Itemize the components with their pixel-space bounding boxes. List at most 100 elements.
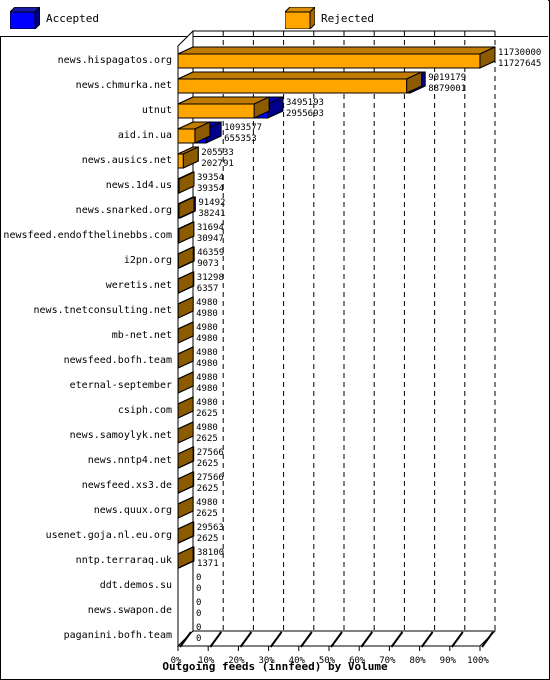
accepted-value-label: 27566 (197, 448, 224, 458)
category-label: paganini.bofh.team (64, 630, 172, 641)
x-tick-depth (450, 631, 464, 648)
x-tick-depth (330, 631, 343, 648)
rejected-value-label: 2625 (196, 434, 218, 444)
x-tick-label: 30% (258, 656, 275, 666)
rejected-value-label: 2625 (196, 509, 218, 519)
legend-label-rejected: Rejected (321, 11, 374, 25)
accepted-value-label: 4980 (196, 298, 218, 308)
rejected-bar (177, 71, 423, 94)
rejected-value-label: 0 (196, 609, 201, 619)
rejected-bar-front (177, 128, 196, 144)
category-label: news.chmurka.net (76, 80, 172, 91)
accepted-value-label: 31298 (197, 273, 224, 283)
accepted-value-label: 39354 (197, 173, 224, 183)
legend-item-accepted: Accepted (10, 7, 99, 29)
accepted-value-label: 0 (196, 598, 201, 608)
x-tick-label: 50% (319, 656, 336, 666)
accepted-value-label: 46359 (197, 248, 224, 258)
rejected-value-label: 202791 (201, 159, 234, 169)
rejected-value-label: 2625 (197, 484, 219, 494)
rejected-value-label: 9073 (197, 259, 219, 269)
category-label: news.1d4.us (106, 180, 172, 191)
x-tick-depth (390, 631, 404, 648)
accepted-value-label: 1093577 (224, 123, 262, 133)
category-label: news.quux.org (94, 505, 172, 516)
accepted-value-label: 205533 (201, 148, 234, 158)
accepted-value-label: 4980 (196, 423, 218, 433)
category-label: eternal-september (70, 380, 172, 391)
accepted-value-label: 3495193 (286, 98, 324, 108)
rejected-value-label: 655353 (224, 134, 257, 144)
rejected-bar-front (177, 153, 184, 169)
accepted-value-label: 0 (196, 623, 201, 633)
rejected-value-label: 2625 (197, 459, 219, 469)
x-tick-depth (179, 631, 192, 648)
rejected-value-label: 30947 (197, 234, 224, 244)
rejected-value-label: 1371 (197, 559, 219, 569)
accepted-value-label: 4980 (196, 373, 218, 383)
accepted-value-label: 4980 (196, 398, 218, 408)
x-tick-depth (239, 631, 253, 648)
rejected-value-label: 6357 (197, 284, 219, 294)
rejected-value-label: 4980 (196, 384, 218, 394)
rejected-bar-front (177, 78, 408, 94)
x-tick-label: 20% (228, 656, 245, 666)
legend-label-accepted: Accepted (46, 11, 99, 25)
accepted-value-label: 11730000 (498, 48, 541, 58)
rejected-bar (177, 396, 194, 419)
category-label: news.nntp4.net (88, 455, 172, 466)
category-label: nntp.terraraq.uk (76, 555, 172, 566)
rejected-bar (177, 46, 496, 69)
rejected-swatch (285, 7, 315, 29)
category-label: usenet.goja.nl.eu.org (46, 530, 172, 541)
category-label: newsfeed.endofthelinebbs.com (3, 230, 172, 241)
x-tick-depth (269, 631, 283, 648)
accepted-value-label: 4980 (196, 348, 218, 358)
x-tick-depth (299, 631, 313, 648)
category-label: weretis.net (106, 280, 172, 291)
rejected-bar-front (177, 53, 481, 69)
category-label: i2pn.org (124, 255, 172, 266)
rejected-value-label: 2625 (197, 534, 219, 544)
rejected-value-label: 39354 (197, 184, 224, 194)
x-tick-label: 40% (289, 656, 306, 666)
category-label: mb-net.net (112, 330, 172, 341)
rejected-value-label: 4980 (196, 359, 218, 369)
x-tick-label: 80% (409, 656, 426, 666)
rejected-bar (177, 146, 199, 169)
accepted-value-label: 31694 (197, 223, 224, 233)
x-axis-title: Outgoing feeds (innfeed) by Volume (162, 660, 388, 673)
rejected-bar-top (177, 71, 422, 80)
rejected-bar (177, 221, 195, 244)
rejected-value-label: 38241 (198, 209, 225, 219)
x-tick-label: 100% (467, 656, 489, 666)
accepted-value-label: 38100 (197, 548, 224, 558)
rejected-bar-top (177, 46, 496, 55)
category-label: news.snarked.org (76, 205, 172, 216)
legend-item-rejected: Rejected (285, 7, 374, 29)
accepted-value-label: 29563 (197, 523, 224, 533)
accepted-value-label: 4980 (196, 498, 218, 508)
category-label: news.tnetconsulting.net (34, 305, 172, 316)
rejected-value-label: 11727645 (498, 59, 541, 69)
rejected-bar (177, 346, 194, 369)
accepted-value-label: 0 (196, 573, 201, 583)
accepted-value-label: 27566 (197, 473, 224, 483)
x-tick-label: 70% (379, 656, 396, 666)
accepted-value-label: 4980 (196, 323, 218, 333)
accepted-swatch (10, 7, 40, 29)
x-tick-label: 90% (440, 656, 457, 666)
rejected-bar-front (177, 103, 255, 119)
x-tick-label: 0% (171, 656, 182, 666)
x-tick-depth (360, 631, 374, 648)
x-tick-depth (420, 631, 434, 648)
accepted-value-label: 9019179 (428, 73, 466, 83)
category-label: newsfeed.bofh.team (64, 355, 172, 366)
rejected-value-label: 0 (196, 584, 201, 594)
category-label: news.hispagatos.org (58, 55, 172, 66)
category-label: utnut (142, 105, 172, 116)
category-label: ddt.demos.su (100, 580, 172, 591)
rejected-value-label: 2625 (196, 409, 218, 419)
category-label: news.ausics.net (82, 155, 172, 166)
